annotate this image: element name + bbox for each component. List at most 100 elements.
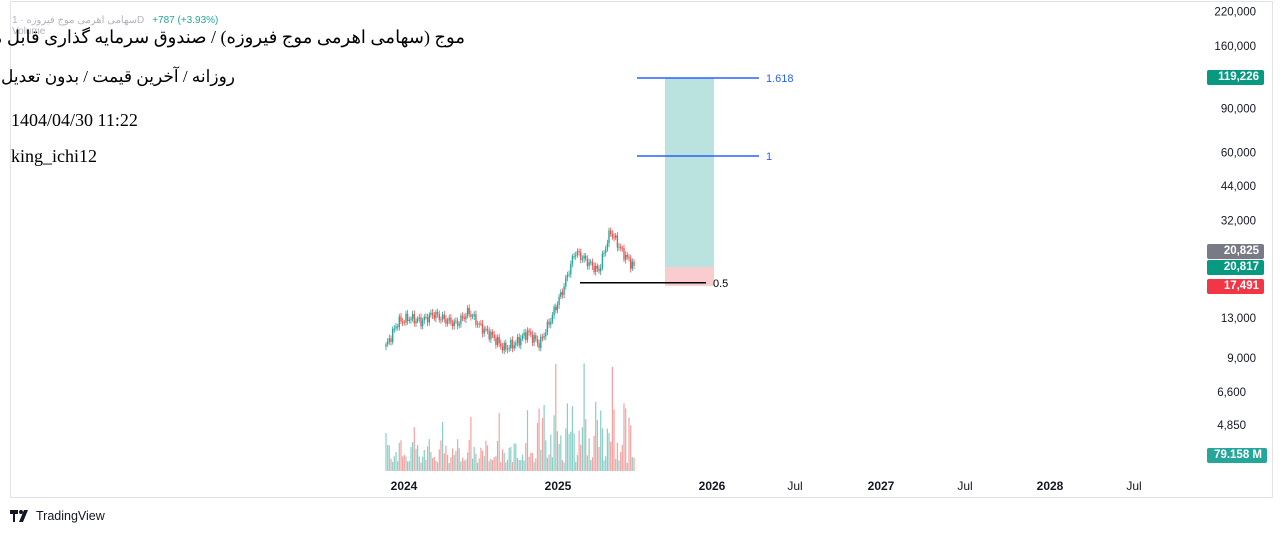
- volume-bar: [485, 440, 487, 471]
- candle-body: [548, 321, 550, 325]
- author-name: king_ichi12: [11, 146, 97, 166]
- candle-body: [555, 306, 557, 311]
- candle-body: [425, 317, 427, 318]
- volume-bar: [631, 457, 633, 471]
- candle-body: [565, 277, 567, 287]
- volume-bar: [570, 431, 572, 471]
- fib-level-label: 1.618: [766, 73, 794, 85]
- candle-body: [436, 312, 439, 315]
- volume-bar: [551, 457, 553, 471]
- volume-bar: [460, 461, 462, 471]
- volume-bar: [555, 363, 557, 471]
- candle-body: [405, 313, 407, 323]
- candle-body: [591, 261, 594, 267]
- volume-bar: [405, 456, 407, 471]
- volume-bar: [418, 456, 420, 471]
- candle-body: [421, 320, 424, 327]
- volume-bar: [420, 462, 422, 471]
- candle-body: [475, 314, 477, 325]
- target-price-label: 119,226: [1207, 70, 1264, 85]
- candle-body: [476, 324, 479, 325]
- volume-bar: [623, 403, 625, 471]
- candle-body: [598, 268, 600, 272]
- candle-body: [583, 255, 585, 259]
- volume-bar: [533, 462, 535, 471]
- volume-bar: [467, 452, 469, 471]
- legend-symbol: سهامی اهرمی موج فیروزه · 1D +787 (+3.93%): [12, 15, 219, 26]
- candle-body: [553, 306, 555, 315]
- x-tick-label: 2028: [1037, 479, 1064, 493]
- volume-bar: [581, 427, 583, 471]
- candle-body: [495, 338, 497, 345]
- volume-bar: [618, 460, 620, 471]
- volume-bar: [403, 454, 405, 471]
- candle-body: [393, 328, 395, 330]
- volume-bar: [500, 462, 502, 471]
- candlesticks: [385, 227, 635, 355]
- volume-bars: [385, 363, 635, 471]
- volume-bar: [593, 435, 595, 471]
- volume-bar: [596, 420, 598, 471]
- volume-bar: [447, 454, 449, 471]
- volume-label: 79.158 M: [1207, 448, 1267, 463]
- chart-title: موج (سهامی اهرمی موج فیروزه) / صندوق سرم…: [0, 27, 465, 47]
- current-price-label: 20,817: [1207, 260, 1264, 275]
- candle-body: [571, 256, 574, 264]
- candle-body: [601, 253, 604, 268]
- candle-body: [533, 335, 535, 343]
- volume-bar: [580, 444, 582, 471]
- candle-body: [530, 331, 532, 335]
- candle-body: [433, 315, 435, 319]
- volume-bar: [518, 459, 520, 471]
- volume-bar: [528, 456, 530, 471]
- volume-bar: [440, 440, 442, 471]
- candle-body: [536, 339, 539, 343]
- candle-body: [431, 312, 434, 316]
- candle-body: [626, 255, 628, 257]
- volume-bar: [508, 448, 510, 471]
- candle-body: [493, 334, 495, 339]
- candle-body: [623, 248, 625, 260]
- candle-body: [551, 315, 554, 322]
- candle-body: [466, 308, 469, 316]
- candle-body: [406, 313, 409, 321]
- candle-body: [460, 315, 462, 325]
- volume-bar: [601, 428, 603, 471]
- volume-bar: [465, 459, 467, 471]
- volume-bar: [578, 430, 580, 471]
- volume-bar: [521, 454, 524, 471]
- volume-bar: [536, 423, 539, 471]
- time-axis: 2024 2025 2026 Jul 2027 Jul 2028 Jul: [391, 479, 1142, 493]
- candle-body: [388, 338, 390, 342]
- candle-body: [516, 337, 519, 344]
- volume-bar: [430, 452, 432, 471]
- volume-bar: [455, 451, 457, 471]
- x-tick-label: 2024: [391, 479, 418, 493]
- y-tick-label: 220,000: [1214, 7, 1256, 19]
- volume-bar: [490, 458, 492, 471]
- volume-bar: [481, 450, 484, 471]
- volume-bar: [428, 439, 430, 471]
- candle-body: [501, 346, 504, 351]
- volume-bar: [395, 452, 397, 471]
- volume-bar: [568, 434, 570, 471]
- footer-brand[interactable]: TradingView: [10, 509, 105, 523]
- volume-bar: [558, 444, 560, 471]
- volume-bar: [486, 445, 489, 471]
- volume-bar: [398, 442, 400, 471]
- candle-body: [435, 312, 437, 319]
- candle-body: [470, 314, 472, 317]
- chart-frame[interactable]: [10, 1, 1273, 498]
- volume-bar: [525, 443, 527, 471]
- volume-bar: [548, 454, 550, 471]
- candle-body: [448, 317, 450, 321]
- candle-body: [576, 251, 579, 256]
- volume-bar: [427, 446, 429, 471]
- volume-bar: [566, 403, 568, 471]
- volume-bar: [480, 447, 482, 471]
- volume-bar: [620, 452, 622, 471]
- volume-bar: [588, 438, 590, 471]
- volume-bar: [408, 461, 410, 471]
- candle-body: [611, 234, 614, 237]
